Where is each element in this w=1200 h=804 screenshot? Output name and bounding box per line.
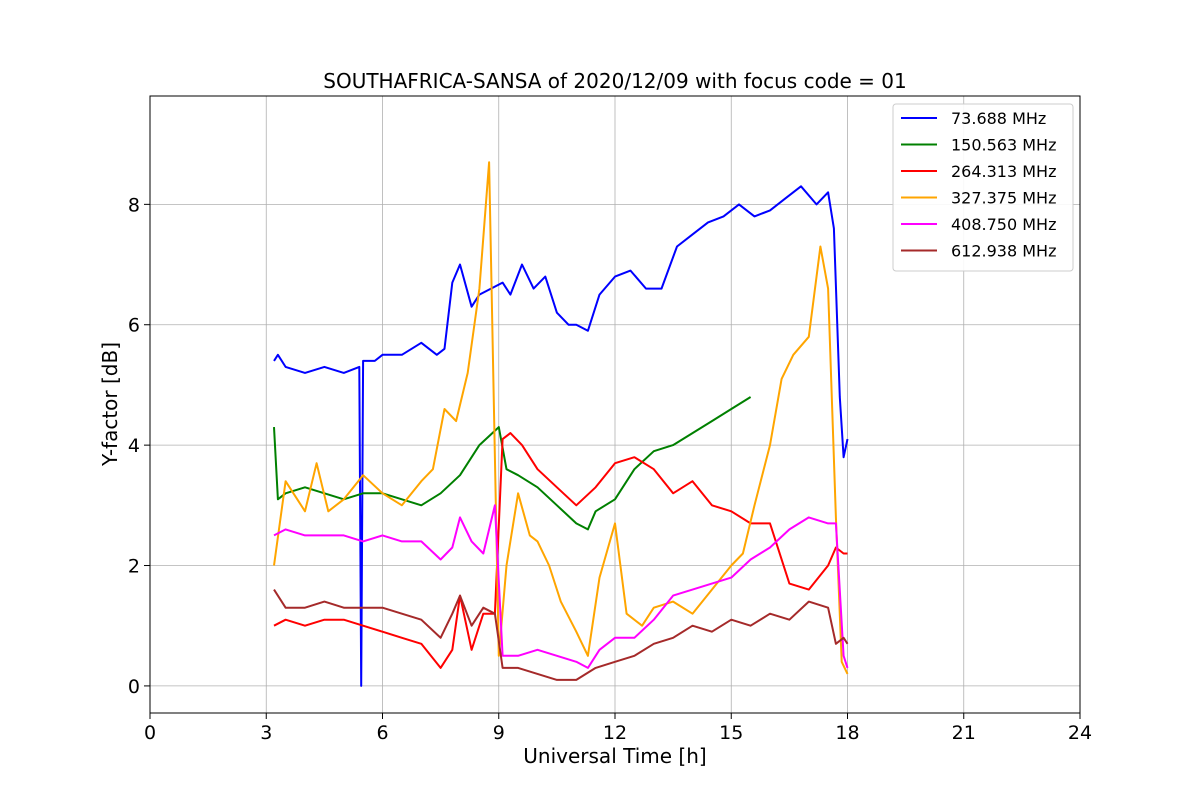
x-tick-label: 18 [835,722,859,744]
legend-label: 612.938 MHz [951,242,1056,261]
legend-label: 73.688 MHz [951,109,1046,128]
series-line-3 [273,161,849,675]
y-tick-label: 4 [128,435,140,457]
series-line-0 [273,185,849,687]
series-line-1 [273,396,752,531]
legend-label: 264.313 MHz [951,162,1056,181]
x-tick-label: 3 [260,722,272,744]
series-line-4 [273,504,849,669]
x-tick-label: 12 [603,722,627,744]
y-tick-label: 8 [128,194,140,216]
y-tick-label: 2 [128,556,140,578]
legend-box [892,103,1074,272]
legend-label: 150.563 MHz [951,136,1056,155]
series-layer [273,161,849,687]
legend: 73.688 MHz 150.563 MHz 264.313 MHz 327.375 … [892,103,1074,272]
x-tick-label: 21 [952,722,976,744]
chart-title: SOUTHAFRICA-SANSA of 2020/12/09 with foc… [323,69,907,93]
x-tick-label: 6 [376,722,388,744]
x-tick-label: 0 [144,722,156,744]
series-line-2 [273,432,848,669]
x-tick-label: 9 [493,722,505,744]
x-axis-label: Universal Time [h] [523,744,706,768]
y-axis-label: Y-factor [dB] [98,342,122,467]
x-tick-label: 24 [1068,722,1092,744]
y-tick-label: 0 [128,676,140,698]
x-tick-label: 15 [719,722,743,744]
legend-label: 327.375 MHz [951,189,1056,208]
legend-label: 408.750 MHz [951,215,1056,234]
series-line-5 [273,589,849,681]
y-tick-label: 6 [128,315,140,337]
